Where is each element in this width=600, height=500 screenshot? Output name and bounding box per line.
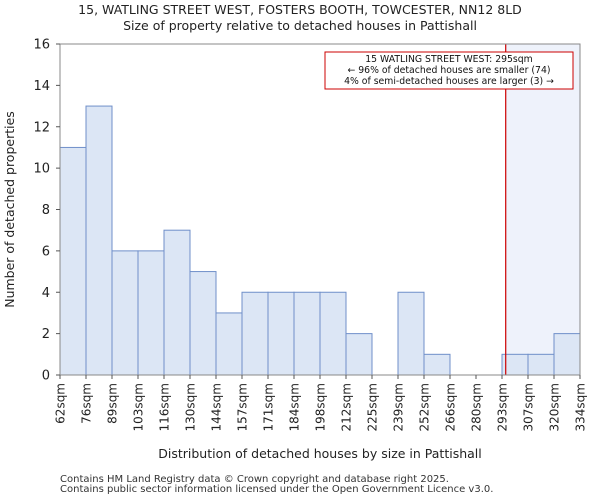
annotation-line-1: 15 WATLING STREET WEST: 295sqm (365, 54, 533, 65)
x-tick-label: 130sqm (184, 383, 198, 431)
bar-62sqm (59, 146, 87, 376)
bar-252sqm (423, 353, 451, 376)
x-tick-label: 116sqm (158, 383, 172, 431)
bar-239sqm (397, 291, 425, 376)
x-tick-label: 334sqm (574, 383, 588, 431)
bar-76sqm (85, 105, 113, 376)
x-tick-label: 157sqm (236, 383, 250, 431)
footer-copyright: Contains HM Land Registry data © Crown c… (60, 474, 449, 485)
x-tick-label: 171sqm (262, 383, 276, 431)
highlight-region (505, 44, 580, 375)
x-tick-label: 76sqm (80, 383, 94, 424)
y-tick-label: 4 (42, 286, 50, 301)
x-tick-label: 293sqm (496, 383, 510, 431)
x-tick-label: 62sqm (54, 383, 68, 424)
x-tick-label: 320sqm (548, 383, 562, 431)
x-tick-label: 89sqm (106, 383, 120, 424)
bar-198sqm (319, 291, 347, 376)
annotation-box: 15 WATLING STREET WEST: 295sqm ← 96% of … (324, 51, 574, 90)
bar-212sqm (345, 333, 373, 376)
bar-144sqm (215, 312, 243, 376)
y-tick-label: 8 (42, 203, 50, 218)
bar-89sqm (111, 250, 139, 376)
x-tick-label: 144sqm (210, 383, 224, 431)
y-axis: 0 2 4 6 8 10 12 14 16 (33, 38, 60, 384)
x-axis-label: Distribution of detached houses by size … (158, 446, 482, 461)
y-tick-label: 10 (33, 162, 50, 177)
x-tick-label: 239sqm (392, 383, 406, 431)
bar-320sqm (553, 333, 581, 376)
x-tick-label: 103sqm (132, 383, 146, 431)
x-tick-label: 307sqm (522, 383, 536, 431)
y-tick-label: 2 (42, 327, 50, 342)
y-tick-label: 6 (42, 244, 50, 259)
x-axis: 62sqm 76sqm 89sqm 103sqm 116sqm 130sqm 144sqm 1… (54, 375, 588, 431)
annotation-frame (324, 51, 574, 90)
x-tick-label: 198sqm (314, 383, 328, 431)
bar-157sqm (241, 291, 269, 376)
x-tick-label: 184sqm (288, 383, 302, 431)
bar-116sqm (163, 229, 191, 376)
bar-171sqm (267, 291, 295, 376)
x-tick-label: 266sqm (444, 383, 458, 431)
y-tick-label: 14 (33, 79, 50, 94)
y-tick-label: 12 (33, 120, 50, 135)
y-axis-label: Number of detached properties (2, 111, 17, 308)
bar-130sqm (189, 271, 217, 376)
x-tick-label: 225sqm (366, 383, 380, 431)
chart-subtitle: Size of property relative to detached ho… (123, 18, 477, 33)
chart-title: 15, WATLING STREET WEST, FOSTERS BOOTH, … (78, 2, 522, 17)
bar-184sqm (293, 291, 321, 376)
bar-103sqm (137, 250, 165, 376)
footer-licence: Contains public sector information licen… (60, 484, 494, 495)
bar-307sqm (527, 353, 555, 376)
x-tick-label: 252sqm (418, 383, 432, 431)
y-tick-label: 0 (42, 369, 50, 384)
annotation-line-3: 4% of semi-detached houses are larger (3… (344, 76, 554, 87)
y-tick-label: 16 (33, 38, 50, 53)
x-tick-label: 280sqm (470, 383, 484, 431)
annotation-line-2: ← 96% of detached houses are smaller (74… (348, 65, 551, 76)
bars-group (59, 105, 581, 376)
x-tick-label: 212sqm (340, 383, 354, 431)
